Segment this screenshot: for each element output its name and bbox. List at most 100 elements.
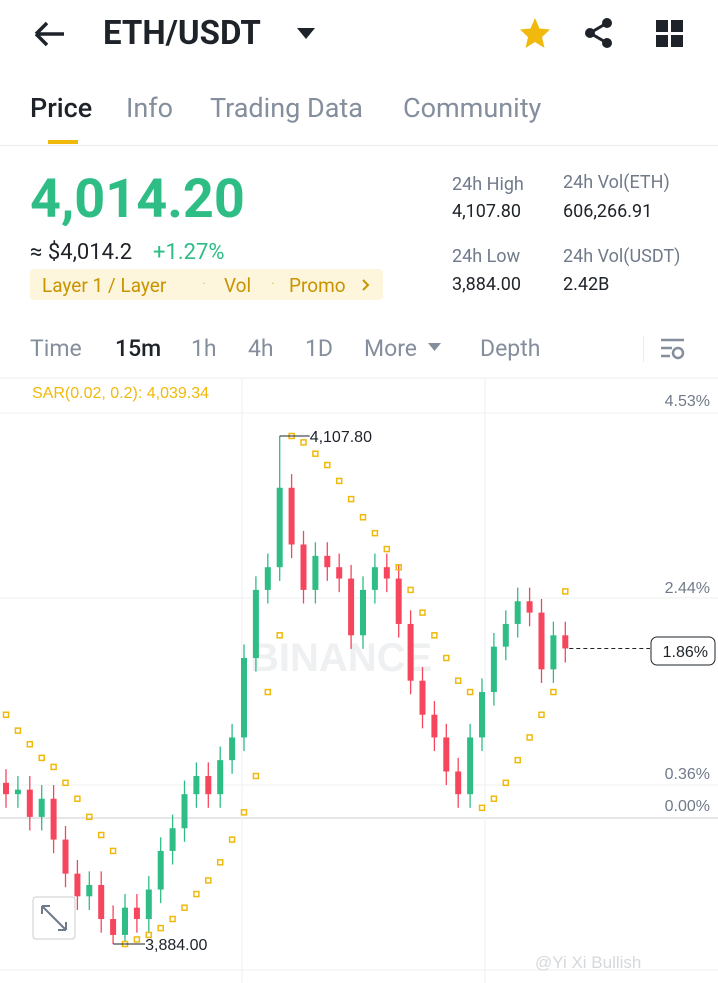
sar-dot	[2, 711, 10, 718]
candle-body	[38, 798, 45, 817]
interval[interactable]: Depth	[480, 335, 541, 362]
candle-body	[538, 612, 545, 670]
candle-body	[133, 907, 140, 920]
candle-body	[264, 567, 271, 590]
candle-body	[217, 760, 224, 795]
sar-dot	[109, 847, 117, 855]
sar-dot	[216, 859, 224, 866]
candle-body	[443, 737, 450, 772]
sar-dot	[312, 450, 319, 457]
tab[interactable]: Community	[403, 92, 542, 124]
candle-body	[3, 782, 9, 795]
watermark: BINANCE	[250, 636, 432, 680]
approx-price: ≈ $4,014.2	[30, 240, 133, 265]
current-price-box	[650, 636, 716, 666]
back-button[interactable]	[32, 18, 68, 50]
divider	[643, 336, 644, 362]
candle-body	[169, 828, 176, 851]
stat-value: 2.42B	[563, 274, 610, 295]
sar-dot	[300, 439, 307, 446]
candle-body	[74, 873, 81, 897]
sar-dot	[431, 632, 438, 639]
sar-dot	[133, 936, 141, 943]
chart-settings[interactable]	[660, 337, 686, 361]
sar-dot	[335, 477, 343, 485]
sar-dot	[38, 754, 45, 762]
sar-dot	[359, 514, 367, 521]
candle-body	[360, 589, 366, 636]
tag-chevron	[362, 279, 370, 291]
interval[interactable]: More	[364, 335, 417, 362]
fullscreen-icon	[41, 905, 67, 931]
candle-body	[241, 657, 247, 738]
sar-dot	[26, 741, 34, 748]
tag[interactable]: Promo	[289, 274, 346, 297]
indicator-label: SAR(0.02, 0.2): 4,039.34	[32, 385, 209, 402]
tab[interactable]: Price	[30, 92, 93, 124]
candle-body	[312, 555, 319, 590]
interval[interactable]: Time	[30, 335, 82, 362]
sar-dot	[407, 586, 414, 594]
sar-dot	[240, 809, 248, 816]
candle-body	[276, 487, 283, 568]
sar-dot	[145, 931, 153, 939]
tag[interactable]: Layer 1 / Layer	[42, 274, 167, 297]
tag[interactable]: Vol	[224, 274, 252, 297]
candle-body	[98, 884, 105, 920]
candle-body	[14, 789, 21, 795]
candle-body	[348, 578, 355, 636]
candle-body	[145, 889, 152, 920]
tag-bar[interactable]	[30, 269, 383, 300]
sar-dot	[478, 804, 486, 812]
pair-dropdown[interactable]	[296, 27, 316, 41]
candle-body	[419, 680, 426, 715]
candle-body	[288, 487, 295, 545]
candle-body	[490, 646, 497, 693]
sar-dot	[264, 688, 272, 696]
axis-label: 0.36%	[665, 766, 710, 783]
sar-dot	[383, 545, 391, 553]
sar-dot	[466, 688, 474, 696]
sar-dot	[97, 831, 105, 839]
sar-dot	[443, 654, 450, 662]
candle-body	[86, 884, 93, 897]
sar-dot	[252, 772, 260, 780]
pair-title[interactable]: ETH/USDT	[103, 14, 261, 53]
axis-label: 2.44%	[665, 580, 710, 597]
grid-menu[interactable]	[655, 19, 685, 49]
axis-label: 1.86%	[663, 644, 708, 661]
more-dropdown[interactable]	[428, 343, 441, 352]
tab[interactable]: Info	[126, 92, 174, 124]
candle-body	[229, 737, 236, 761]
interval[interactable]: 1D	[305, 335, 334, 362]
tab[interactable]: Trading Data	[210, 92, 363, 124]
sar-dot	[502, 779, 510, 787]
candle-body	[122, 907, 128, 935]
stat-label: 24h Low	[452, 246, 521, 267]
sar-dot	[538, 711, 545, 718]
low-label: 3,884.00	[145, 937, 207, 954]
stat-value: 3,884.00	[452, 274, 521, 295]
candle-body	[467, 737, 474, 795]
sar-dot	[562, 588, 569, 595]
sar-dot	[181, 904, 188, 911]
sar-dot	[205, 877, 212, 884]
sar-dot	[347, 495, 355, 503]
tag-separator: ·	[271, 276, 275, 292]
stat-label: 24h High	[452, 174, 524, 195]
share-button[interactable]	[583, 17, 615, 49]
candle-body	[300, 544, 307, 590]
candle-body	[371, 567, 378, 590]
candle-body	[455, 771, 462, 795]
interval[interactable]: 4h	[248, 335, 274, 362]
interval[interactable]: 1h	[191, 335, 217, 362]
sar-dot	[193, 890, 200, 898]
interval[interactable]: 15m	[115, 335, 162, 362]
candle-body	[324, 555, 331, 568]
sar-dot	[419, 609, 426, 616]
stat-value: 4,107.80	[452, 201, 521, 222]
favorite-star[interactable]	[517, 16, 553, 50]
sar-dot	[550, 688, 557, 696]
candle-body	[336, 567, 343, 579]
candle-body	[181, 794, 188, 829]
